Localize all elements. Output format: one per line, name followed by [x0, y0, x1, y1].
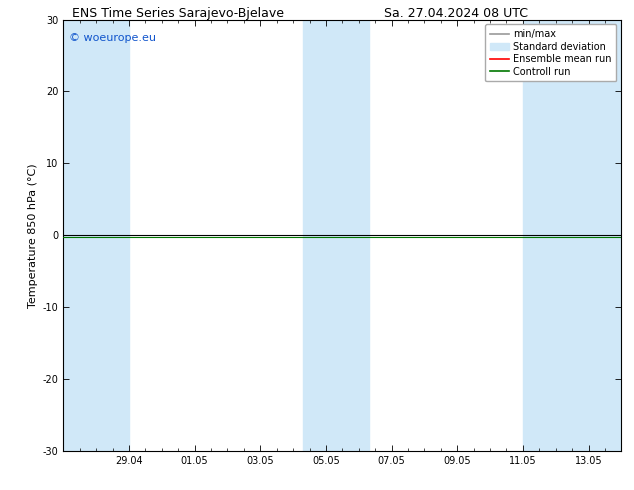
Text: ENS Time Series Sarajevo-Bjelave: ENS Time Series Sarajevo-Bjelave [72, 7, 283, 21]
Bar [523, 20, 621, 451]
Bar [303, 20, 326, 451]
Legend: min/max, Standard deviation, Ensemble mean run, Controll run: min/max, Standard deviation, Ensemble me… [485, 24, 616, 81]
Bar [326, 20, 368, 451]
Text: Sa. 27.04.2024 08 UTC: Sa. 27.04.2024 08 UTC [384, 7, 529, 21]
Y-axis label: Temperature 850 hPa (°C): Temperature 850 hPa (°C) [29, 163, 39, 308]
Bar [63, 20, 129, 451]
Text: © woeurope.eu: © woeurope.eu [69, 32, 156, 43]
